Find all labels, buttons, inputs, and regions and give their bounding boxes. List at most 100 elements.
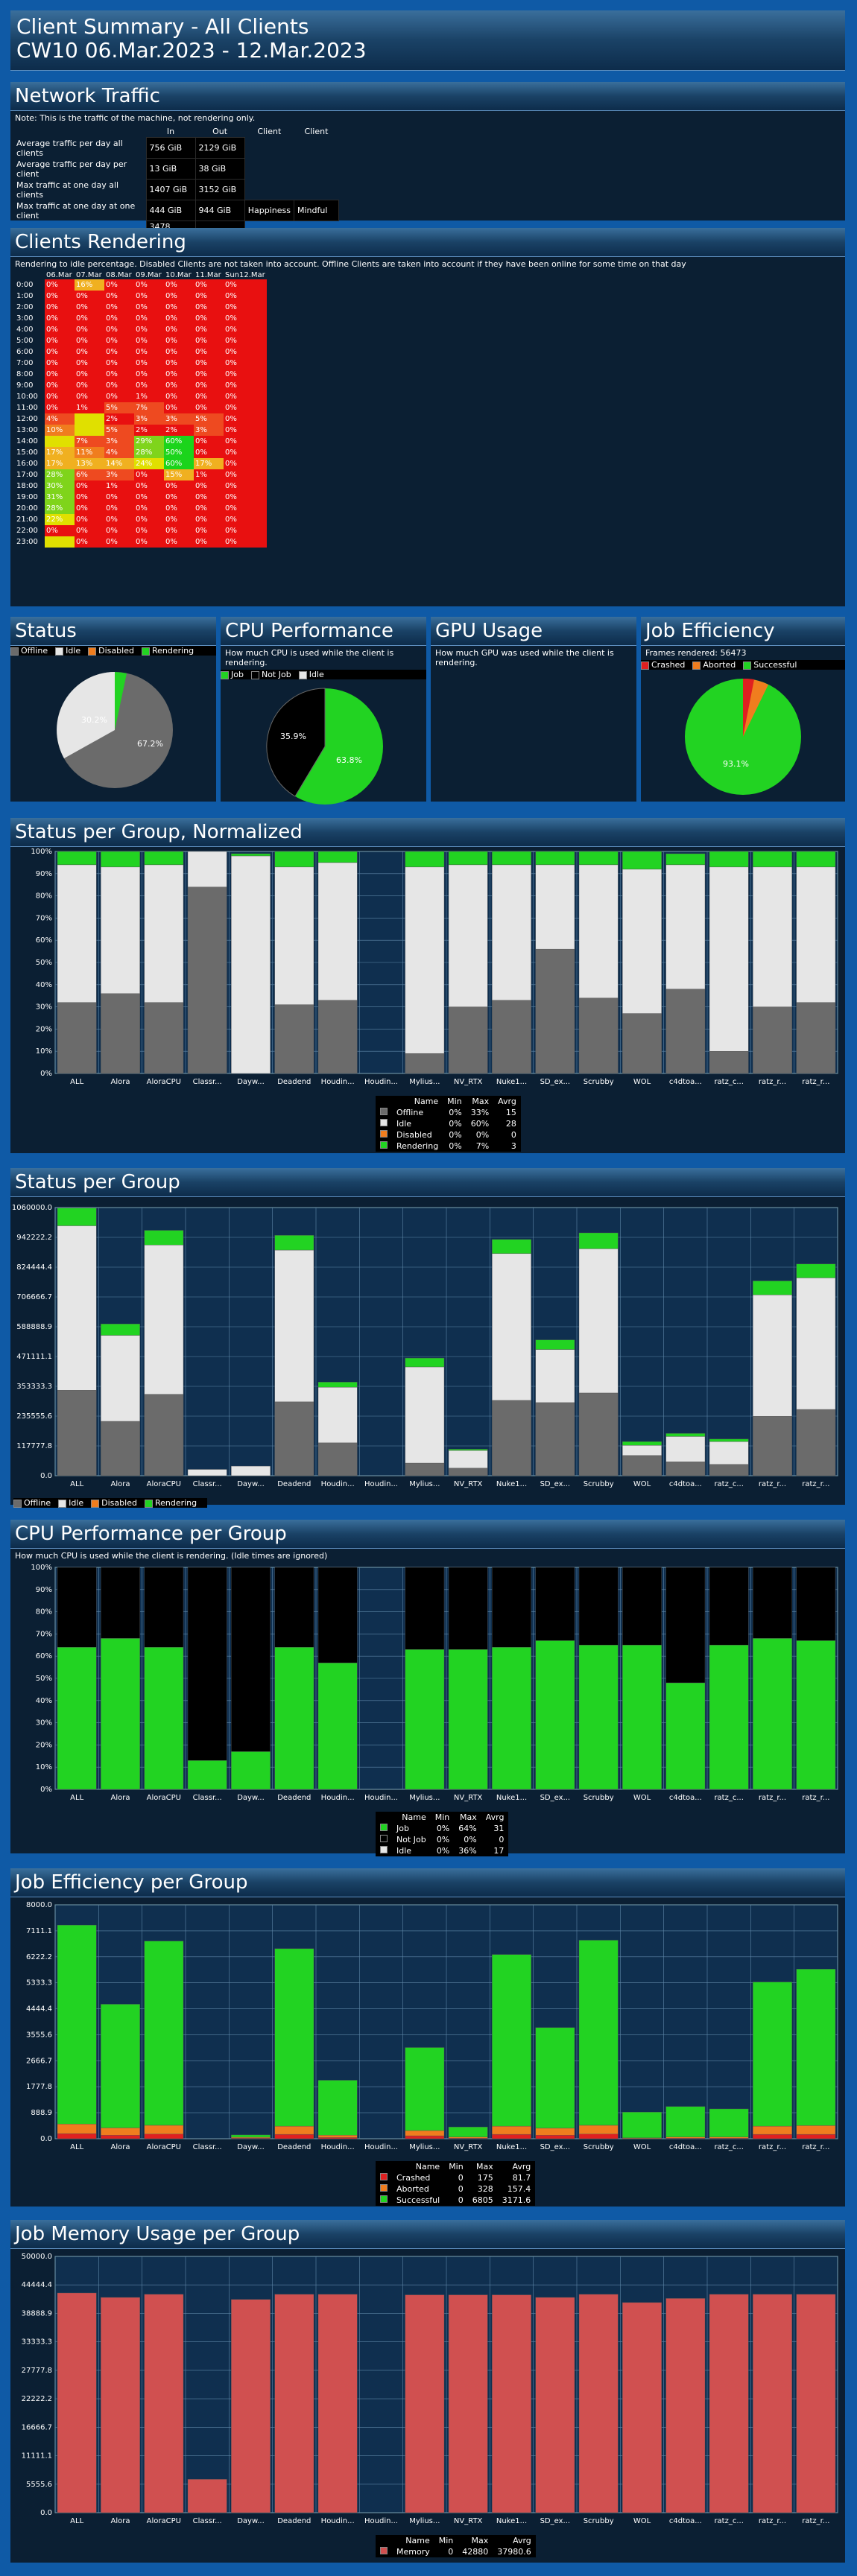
heatmap-cell: 0%	[134, 291, 164, 302]
x-tick-label: NV_RTX	[454, 2517, 483, 2525]
x-tick-label: Houdin...	[364, 2143, 398, 2151]
bar-segment	[448, 1450, 488, 1469]
bar-segment	[753, 851, 792, 868]
cell-value	[294, 159, 338, 180]
row-label: Average traffic per day all clients	[16, 138, 123, 158]
cpu-legend: Job Not Job Idle	[221, 670, 426, 679]
x-tick-label: ALL	[70, 2517, 83, 2525]
heatmap-cell: 0%	[104, 369, 134, 380]
legend-swatch	[641, 661, 649, 670]
heatmap-cell: 50%	[164, 447, 194, 458]
hour-label: 8:00	[16, 370, 34, 378]
bar-segment	[578, 2294, 619, 2513]
x-tick-label: Deadend	[277, 1480, 311, 1488]
bar-segment	[535, 2297, 575, 2513]
heatmap-cell: 17%	[194, 458, 224, 469]
network-heading: Network Traffic	[10, 82, 845, 111]
bar-segment	[535, 1567, 575, 1641]
legend-label: Crashed	[651, 660, 686, 670]
heatmap-cell: 0%	[134, 335, 164, 346]
bar-segment	[535, 864, 575, 950]
bar-segment	[57, 2292, 97, 2513]
bar-segment	[274, 1249, 314, 1403]
bar-segment	[492, 1567, 531, 1648]
legend-item: Job	[221, 670, 244, 679]
heatmap-cell: 0%	[224, 291, 267, 302]
stats-cell: 0	[458, 2184, 464, 2194]
bar-segment	[231, 1751, 271, 1790]
jobeff-heading: Job Efficiency	[641, 617, 845, 646]
stats-cell: 157.4	[507, 2184, 531, 2194]
heatmap-cell: 0%	[164, 324, 194, 335]
x-tick-label: Mylius...	[409, 2517, 440, 2525]
x-tick-label: Houdin...	[321, 2143, 355, 2151]
legend-label: Disabled	[101, 1498, 137, 1508]
heatmap-cell: 0%	[45, 324, 75, 335]
bar-segment	[492, 864, 531, 1000]
bar-segment	[448, 2294, 488, 2513]
heatmap-cell: 0%	[164, 358, 194, 369]
heatmap-cell: 0%	[224, 279, 267, 291]
bar-segment	[57, 1390, 97, 1476]
bar-segment	[622, 1455, 662, 1476]
heatmap-cell: 0%	[75, 346, 104, 358]
bar-segment	[144, 2294, 184, 2513]
y-tick-label: 100%	[31, 848, 52, 856]
x-tick-label: Scrubby	[584, 2143, 614, 2151]
stats-cell: 64%	[458, 1824, 477, 1833]
cell-value: 3152 GiB	[195, 179, 245, 200]
jobeff-group-table: Name Min Max Avrg Crashed 0 175 81.7 Aborted 0 328…	[376, 2161, 845, 2206]
heatmap-cell: 0%	[224, 413, 267, 425]
stats-cell: 60%	[470, 1119, 490, 1129]
hour-label: 5:00	[16, 337, 34, 345]
stats-table: Name Min Max Avrg Offline 0% 33% 15 Idle 0% 60% 28 D…	[376, 1096, 521, 1152]
stats-row: Rendering 0% 7% 3	[376, 1141, 521, 1152]
y-tick-label: 11111.1	[22, 2452, 52, 2461]
bar-segment	[274, 1235, 314, 1251]
bar-segment	[57, 1225, 97, 1391]
bar-segment	[317, 1386, 358, 1444]
pie-notjob	[266, 688, 326, 797]
heatmap-cell: 0%	[134, 469, 164, 480]
chart-title: Job Memory Usage per Group	[10, 2220, 845, 2249]
stats-column: Min	[449, 2162, 464, 2171]
heatmap-row: 3:00 0% 0% 0% 0% 0% 0% 0%	[15, 313, 267, 324]
stats-swatch	[380, 1835, 388, 1842]
x-tick-label: Houdin...	[321, 1480, 355, 1488]
bar-segment	[665, 1462, 706, 1476]
legend-swatch	[58, 1499, 67, 1508]
bar-segment	[57, 1924, 97, 2125]
heatmap-cell: 0%	[104, 335, 134, 346]
status-heading: Status	[10, 617, 216, 646]
x-tick-label: Alora	[111, 1480, 130, 1488]
stats-swatch	[380, 1846, 388, 1853]
heatmap-cell: 0%	[75, 324, 104, 335]
stats-column: Name	[402, 1812, 426, 1822]
status-normalized-table: Name Min Max Avrg Offline 0% 33% 15 Idle 0% 60% 28 D…	[376, 1096, 845, 1152]
bar-segment	[709, 1567, 749, 1646]
heatmap-cell: 0%	[164, 391, 194, 402]
cell-value: 2129 GiB	[195, 137, 245, 159]
y-tick-label: 22222.2	[22, 2395, 52, 2403]
y-tick-label: 60%	[36, 1652, 52, 1660]
bar-segment	[753, 866, 792, 1007]
heatmap-cell: 0%	[75, 525, 104, 536]
x-tick-label: NV_RTX	[454, 1480, 483, 1488]
stats-cell: Not Job	[396, 1835, 426, 1844]
column-header: Client	[257, 126, 282, 136]
heatmap-cell: 0%	[134, 302, 164, 313]
x-tick-label: Deadend	[277, 2143, 311, 2151]
stats-swatch-cell	[376, 2195, 392, 2206]
stats-row: Memory 0 42880 37980.6	[376, 2546, 536, 2557]
pie-idle	[57, 672, 115, 758]
bar-segment	[753, 1294, 792, 1417]
x-tick-label: ALL	[70, 1480, 83, 1488]
x-tick-label: Scrubby	[584, 2517, 614, 2525]
heatmap-cell: 0%	[45, 302, 75, 313]
stats-cell: 36%	[458, 1846, 477, 1856]
x-tick-label: NV_RTX	[454, 1078, 483, 1086]
status-group-legend: Offline Idle Disabled Rendering	[13, 1498, 207, 1508]
bar-segment	[535, 2027, 575, 2129]
x-tick-label: Deadend	[277, 2517, 311, 2525]
hour-label: 1:00	[16, 292, 34, 300]
